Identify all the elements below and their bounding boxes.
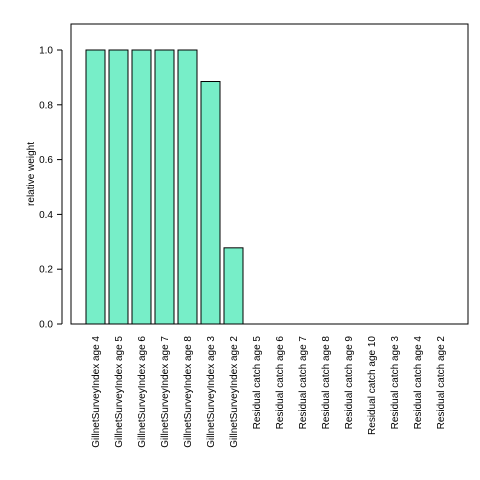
x-axis-labels: GillnetSurveyIndex age 4 GillnetSurveyInd… — [91, 336, 447, 448]
x-category-label: GillnetSurveyIndex age 3 — [206, 336, 217, 448]
y-tick-label: 1.0 — [39, 46, 53, 57]
x-category-label: Residual catch age 5 — [252, 336, 263, 430]
x-category-label: Residual catch age 2 — [436, 336, 447, 430]
bar — [131, 49, 152, 325]
x-category-label: Residual catch age 7 — [298, 336, 309, 430]
x-category-label: GillnetSurveyIndex age 8 — [183, 336, 194, 448]
y-tick-label: 0.2 — [39, 265, 53, 276]
x-category-label: GillnetSurveyIndex age 7 — [160, 336, 171, 448]
bar — [200, 81, 221, 325]
y-tick-label: 0.6 — [39, 155, 53, 166]
x-category-label: GillnetSurveyIndex age 6 — [137, 336, 148, 448]
bar — [223, 247, 244, 325]
y-tick-label: 0.8 — [39, 100, 53, 111]
y-axis: 0.0 0.2 0.4 0.6 0.8 1.0 — [39, 46, 63, 331]
y-axis-label: relative weight — [26, 142, 37, 206]
plot-frame — [70, 23, 469, 325]
x-category-label: GillnetSurveyIndex age 5 — [114, 336, 125, 448]
x-category-label: GillnetSurveyIndex age 2 — [229, 336, 240, 448]
bar — [177, 49, 198, 325]
x-category-label: GillnetSurveyIndex age 4 — [91, 336, 102, 448]
x-category-label: Residual catch age 8 — [321, 336, 332, 430]
x-category-label: Residual catch age 4 — [413, 336, 424, 430]
bar — [108, 49, 129, 325]
y-tick-label: 0.4 — [39, 210, 53, 221]
x-category-label: Residual catch age 6 — [275, 336, 286, 430]
bar — [154, 49, 175, 325]
x-category-label: Residual catch age 10 — [367, 336, 378, 435]
bars — [85, 49, 244, 325]
x-category-label: Residual catch age 9 — [344, 336, 355, 430]
bar — [85, 49, 106, 325]
y-tick-label: 0.0 — [39, 320, 53, 331]
x-category-label: Residual catch age 3 — [390, 336, 401, 430]
